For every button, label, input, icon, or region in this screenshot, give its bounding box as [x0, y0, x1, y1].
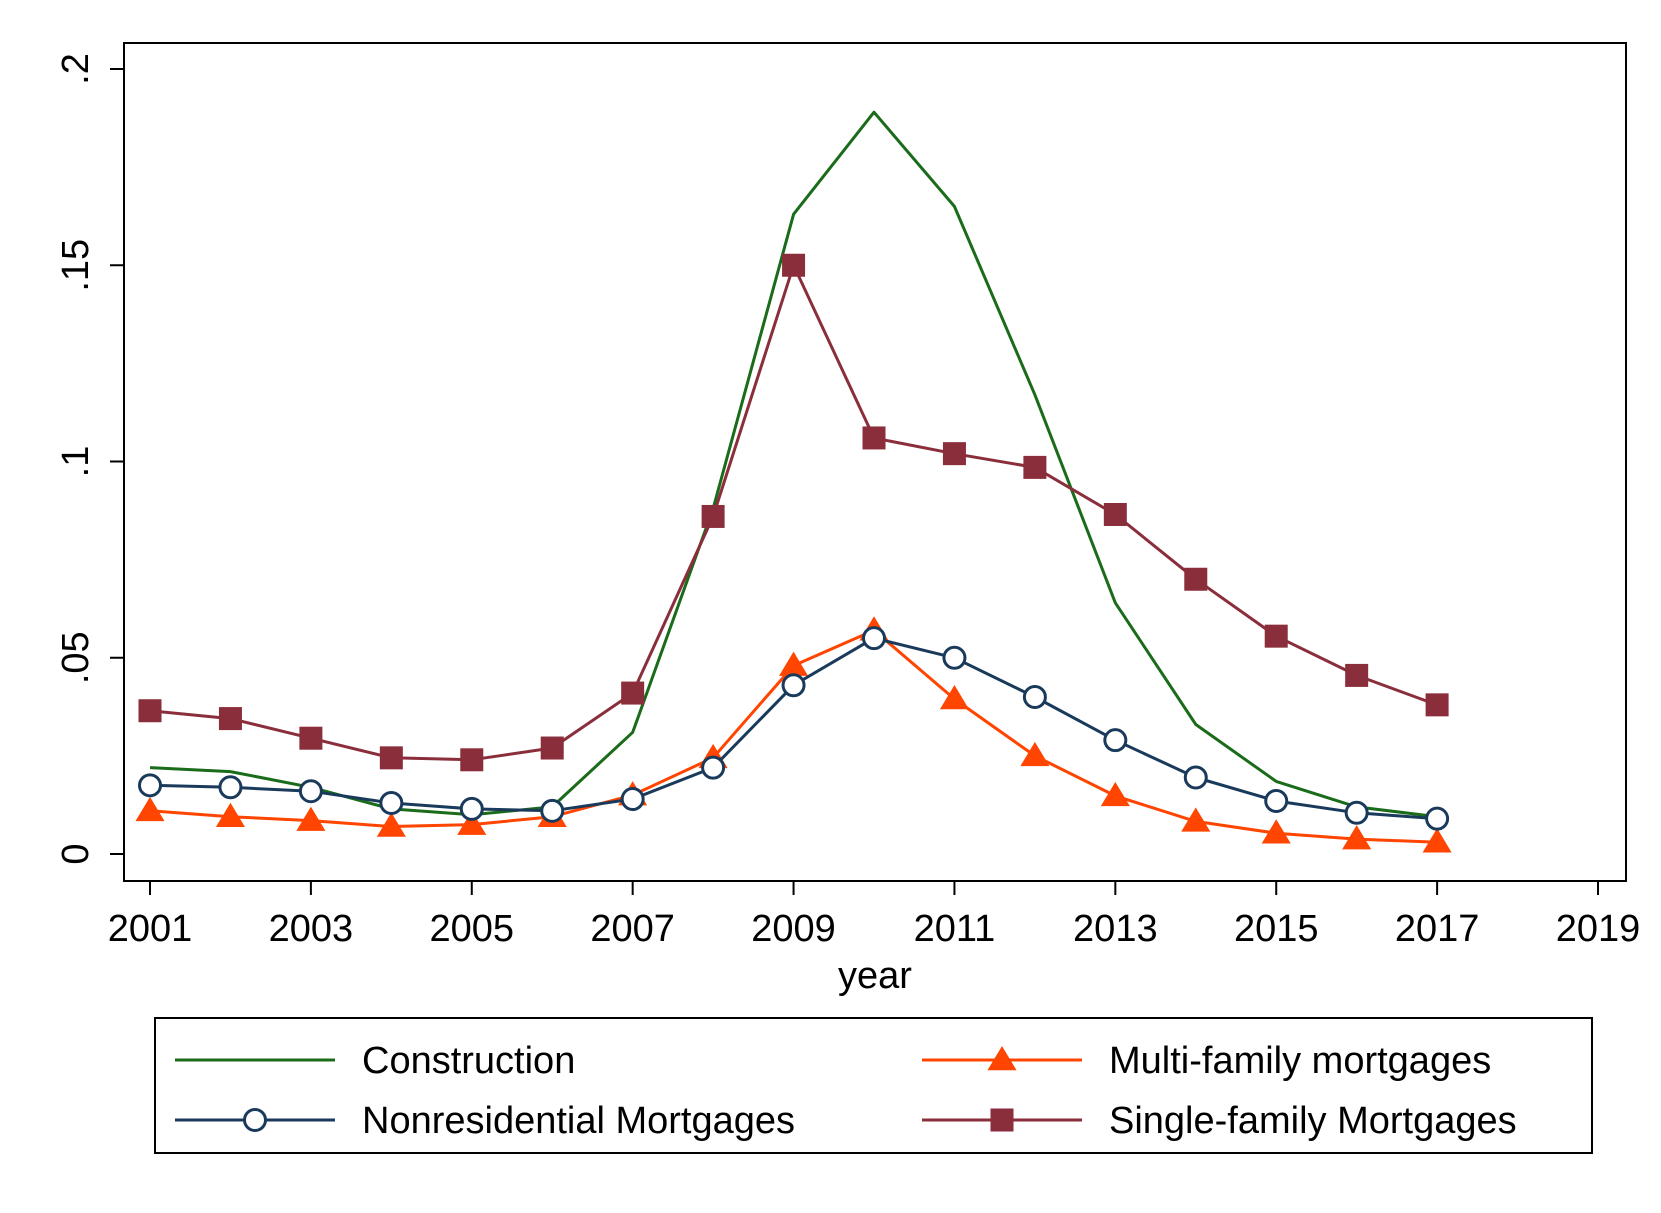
data-point — [862, 426, 886, 450]
data-point — [1264, 789, 1289, 814]
data-point — [1425, 693, 1449, 717]
data-point — [379, 746, 403, 770]
x-tick-label: 2015 — [1234, 908, 1319, 950]
series-line — [149, 110, 1438, 819]
data-point — [138, 699, 162, 723]
x-axis-title: year — [838, 955, 912, 997]
x-tick-label: 2009 — [751, 908, 836, 950]
data-point — [1184, 567, 1208, 591]
legend-entry: Construction — [175, 1040, 575, 1082]
legend-label: Nonresidential Mortgages — [362, 1100, 795, 1142]
data-point — [298, 779, 323, 804]
data-point — [701, 504, 725, 528]
data-point — [1183, 765, 1208, 790]
data-point — [942, 645, 967, 670]
plot-frame — [123, 42, 1627, 882]
x-tick-label: 2007 — [590, 908, 675, 950]
data-point — [296, 806, 326, 831]
y-tick-label: 0 — [55, 843, 97, 864]
legend-label: Multi-family mortgages — [1109, 1040, 1491, 1082]
x-tick-label: 2003 — [269, 908, 354, 950]
y-tick-label: .2 — [55, 53, 97, 85]
data-point — [1103, 728, 1128, 753]
data-point — [942, 442, 966, 466]
legend-label: Construction — [362, 1040, 575, 1082]
data-point — [460, 748, 484, 772]
y-axis: 0 .05 .1 .15 .2 — [55, 53, 124, 865]
data-point — [939, 684, 969, 710]
x-tick-label: 2001 — [108, 908, 193, 950]
data-point — [701, 755, 726, 780]
series-layer — [135, 110, 1452, 853]
x-tick-label: 2019 — [1556, 908, 1641, 950]
legend-key-marker — [243, 1108, 267, 1132]
data-point — [620, 787, 645, 812]
data-point — [138, 773, 162, 798]
data-point — [779, 651, 809, 676]
data-point — [1022, 685, 1047, 709]
data-point — [135, 796, 165, 822]
legend-entry: Nonresidential Mortgages — [175, 1100, 795, 1142]
data-point — [379, 790, 404, 815]
data-point — [1264, 624, 1288, 648]
legend-entry: Single-family Mortgages — [922, 1100, 1517, 1142]
x-tick-label: 2005 — [430, 908, 515, 950]
series-2 — [138, 626, 1450, 831]
data-point — [1023, 455, 1047, 479]
data-point — [1342, 825, 1372, 850]
data-point — [1422, 828, 1452, 853]
data-point — [218, 775, 243, 800]
data-point — [540, 736, 564, 760]
data-point — [299, 726, 323, 750]
data-point — [1261, 819, 1291, 844]
data-point — [1100, 781, 1130, 807]
series-0 — [149, 110, 1438, 819]
data-point — [1181, 807, 1211, 832]
data-point — [215, 802, 245, 827]
legend: Construction Multi-family mortgages Nonres… — [175, 1040, 1517, 1142]
data-point — [459, 796, 484, 821]
series-3 — [138, 253, 1449, 772]
x-tick-label: 2017 — [1395, 908, 1480, 950]
data-point — [218, 707, 242, 731]
data-point — [1020, 741, 1050, 767]
data-point — [781, 673, 806, 698]
legend-entry: Multi-family mortgages — [922, 1040, 1491, 1082]
data-point — [1345, 663, 1369, 687]
data-point — [457, 810, 487, 835]
data-point — [540, 798, 565, 823]
data-point — [1425, 806, 1450, 831]
x-axis: 2001 2003 2005 2007 2009 2011 2013 2015 2017 2019 — [108, 881, 1641, 950]
legend-box — [154, 1017, 1593, 1154]
series-1 — [135, 616, 1452, 853]
y-tick-label: .1 — [55, 446, 97, 478]
y-tick-label: .15 — [55, 239, 97, 292]
data-point — [621, 681, 645, 705]
legend-label: Single-family Mortgages — [1109, 1100, 1517, 1142]
y-tick-label: .05 — [55, 631, 97, 684]
legend-key-marker — [987, 1046, 1017, 1071]
data-point — [1344, 800, 1369, 825]
data-point — [1103, 502, 1127, 526]
x-tick-label: 2011 — [914, 908, 996, 950]
x-tick-label: 2013 — [1073, 908, 1158, 950]
data-point — [376, 812, 406, 837]
data-point — [862, 626, 886, 651]
legend-key-marker — [990, 1108, 1014, 1132]
data-point — [782, 253, 806, 277]
